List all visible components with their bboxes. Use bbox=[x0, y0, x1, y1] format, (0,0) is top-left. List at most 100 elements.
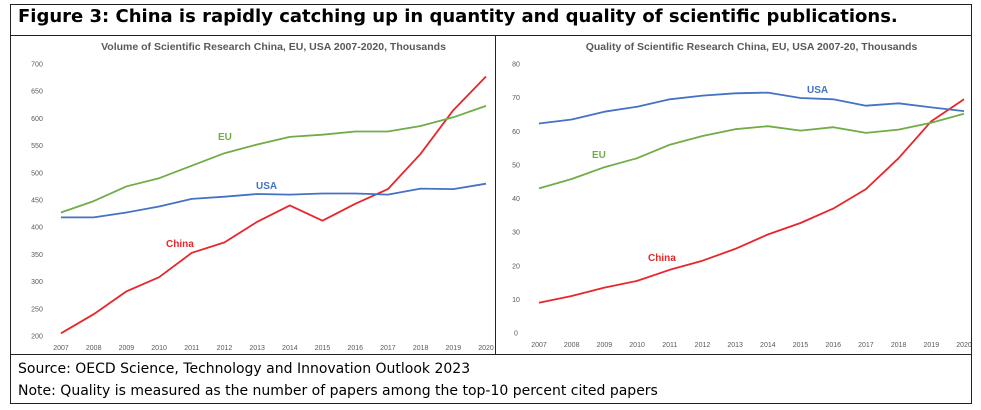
x-tick-label: 2008 bbox=[86, 345, 102, 352]
series-label-usa: USA bbox=[807, 85, 828, 96]
y-tick-label: 650 bbox=[31, 89, 43, 96]
data-point-usa bbox=[832, 98, 834, 100]
y-tick-label: 450 bbox=[31, 198, 43, 205]
data-point-usa bbox=[865, 104, 867, 106]
series-line-china bbox=[538, 98, 965, 304]
series-label-eu: EU bbox=[592, 150, 606, 161]
series-label-usa: USA bbox=[256, 181, 277, 192]
y-tick-label: 20 bbox=[512, 263, 520, 270]
y-tick-label: 10 bbox=[512, 297, 520, 304]
data-point-usa bbox=[669, 98, 671, 100]
data-point-china bbox=[125, 290, 127, 292]
data-point-usa bbox=[191, 198, 193, 200]
data-point-china bbox=[701, 260, 703, 262]
data-point-eu bbox=[669, 144, 671, 146]
data-point-usa bbox=[256, 193, 258, 195]
series-label-china: China bbox=[166, 239, 194, 250]
data-point-china bbox=[256, 221, 258, 223]
chart-title: Quality of Scientific Research China, EU… bbox=[586, 41, 918, 53]
x-tick-label: 2017 bbox=[858, 342, 874, 349]
data-point-usa bbox=[930, 106, 932, 108]
series-label-china: China bbox=[648, 253, 676, 264]
data-point-eu bbox=[452, 116, 454, 118]
y-tick-label: 70 bbox=[512, 95, 520, 102]
y-tick-label: 300 bbox=[31, 279, 43, 286]
data-point-eu bbox=[701, 135, 703, 137]
data-point-eu bbox=[60, 211, 62, 213]
data-point-usa bbox=[485, 182, 487, 184]
y-tick-label: 250 bbox=[31, 306, 43, 313]
series-line-usa bbox=[61, 182, 487, 219]
y-tick-label: 60 bbox=[512, 129, 520, 136]
y-tick-label: 200 bbox=[31, 334, 43, 341]
data-point-usa bbox=[289, 193, 291, 195]
data-point-eu bbox=[897, 128, 899, 130]
y-tick-label: 80 bbox=[512, 62, 520, 69]
y-tick-label: 350 bbox=[31, 252, 43, 259]
panel-divider bbox=[495, 36, 496, 354]
data-point-usa bbox=[799, 97, 801, 99]
data-point-china bbox=[603, 286, 605, 288]
data-point-china bbox=[452, 109, 454, 111]
data-point-eu bbox=[963, 113, 965, 115]
data-point-eu bbox=[256, 143, 258, 145]
data-point-usa bbox=[701, 94, 703, 96]
data-point-eu bbox=[734, 128, 736, 130]
data-point-china bbox=[354, 203, 356, 205]
x-tick-label: 2011 bbox=[184, 345, 199, 352]
data-point-eu bbox=[930, 122, 932, 124]
data-point-usa bbox=[897, 102, 899, 104]
data-point-usa bbox=[636, 106, 638, 108]
x-tick-label: 2015 bbox=[315, 345, 331, 352]
x-tick-label: 2012 bbox=[217, 345, 233, 352]
data-point-china bbox=[158, 276, 160, 278]
volume-chart: Volume of Scientific Research China, EU,… bbox=[31, 41, 494, 352]
data-point-china bbox=[321, 219, 323, 221]
data-point-eu bbox=[92, 200, 94, 202]
data-point-eu bbox=[799, 129, 801, 131]
y-tick-label: 550 bbox=[31, 143, 43, 150]
x-tick-label: 2018 bbox=[413, 345, 429, 352]
x-tick-label: 2016 bbox=[347, 345, 363, 352]
data-point-china bbox=[538, 302, 540, 304]
data-point-china bbox=[799, 222, 801, 224]
data-point-eu bbox=[767, 125, 769, 127]
data-point-eu bbox=[191, 165, 193, 167]
volume-chart-panel: Volume of Scientific Research China, EU,… bbox=[11, 36, 495, 354]
data-point-eu bbox=[538, 187, 540, 189]
note-text: Note: Quality is measured as the number … bbox=[18, 383, 658, 399]
data-point-china bbox=[767, 233, 769, 235]
chart-title: Volume of Scientific Research China, EU,… bbox=[101, 41, 446, 53]
data-point-eu bbox=[419, 125, 421, 127]
x-tick-label: 2007 bbox=[53, 345, 69, 352]
data-point-china bbox=[419, 153, 421, 155]
data-point-china bbox=[570, 295, 572, 297]
data-point-usa bbox=[570, 118, 572, 120]
data-point-eu bbox=[289, 136, 291, 138]
data-point-china bbox=[734, 248, 736, 250]
data-point-eu bbox=[485, 105, 487, 107]
data-point-china bbox=[669, 269, 671, 271]
x-tick-label: 2007 bbox=[531, 342, 547, 349]
data-point-china bbox=[387, 188, 389, 190]
x-tick-label: 2014 bbox=[282, 345, 298, 352]
data-point-eu bbox=[570, 178, 572, 180]
data-point-china bbox=[636, 280, 638, 282]
x-tick-label: 2010 bbox=[629, 342, 645, 349]
data-point-eu bbox=[158, 177, 160, 179]
data-point-usa bbox=[452, 188, 454, 190]
y-tick-label: 30 bbox=[512, 230, 520, 237]
series-line-usa bbox=[538, 91, 965, 125]
data-point-eu bbox=[865, 132, 867, 134]
x-tick-label: 2018 bbox=[891, 342, 907, 349]
data-point-usa bbox=[767, 91, 769, 93]
quality-chart-panel: Quality of Scientific Research China, EU… bbox=[496, 36, 971, 354]
x-tick-label: 2010 bbox=[151, 345, 167, 352]
data-point-eu bbox=[387, 130, 389, 132]
data-point-china bbox=[963, 98, 965, 100]
y-tick-label: 700 bbox=[31, 62, 43, 69]
data-point-usa bbox=[158, 205, 160, 207]
data-point-eu bbox=[125, 185, 127, 187]
y-tick-label: 500 bbox=[31, 170, 43, 177]
quality-chart: Quality of Scientific Research China, EU… bbox=[512, 41, 971, 349]
